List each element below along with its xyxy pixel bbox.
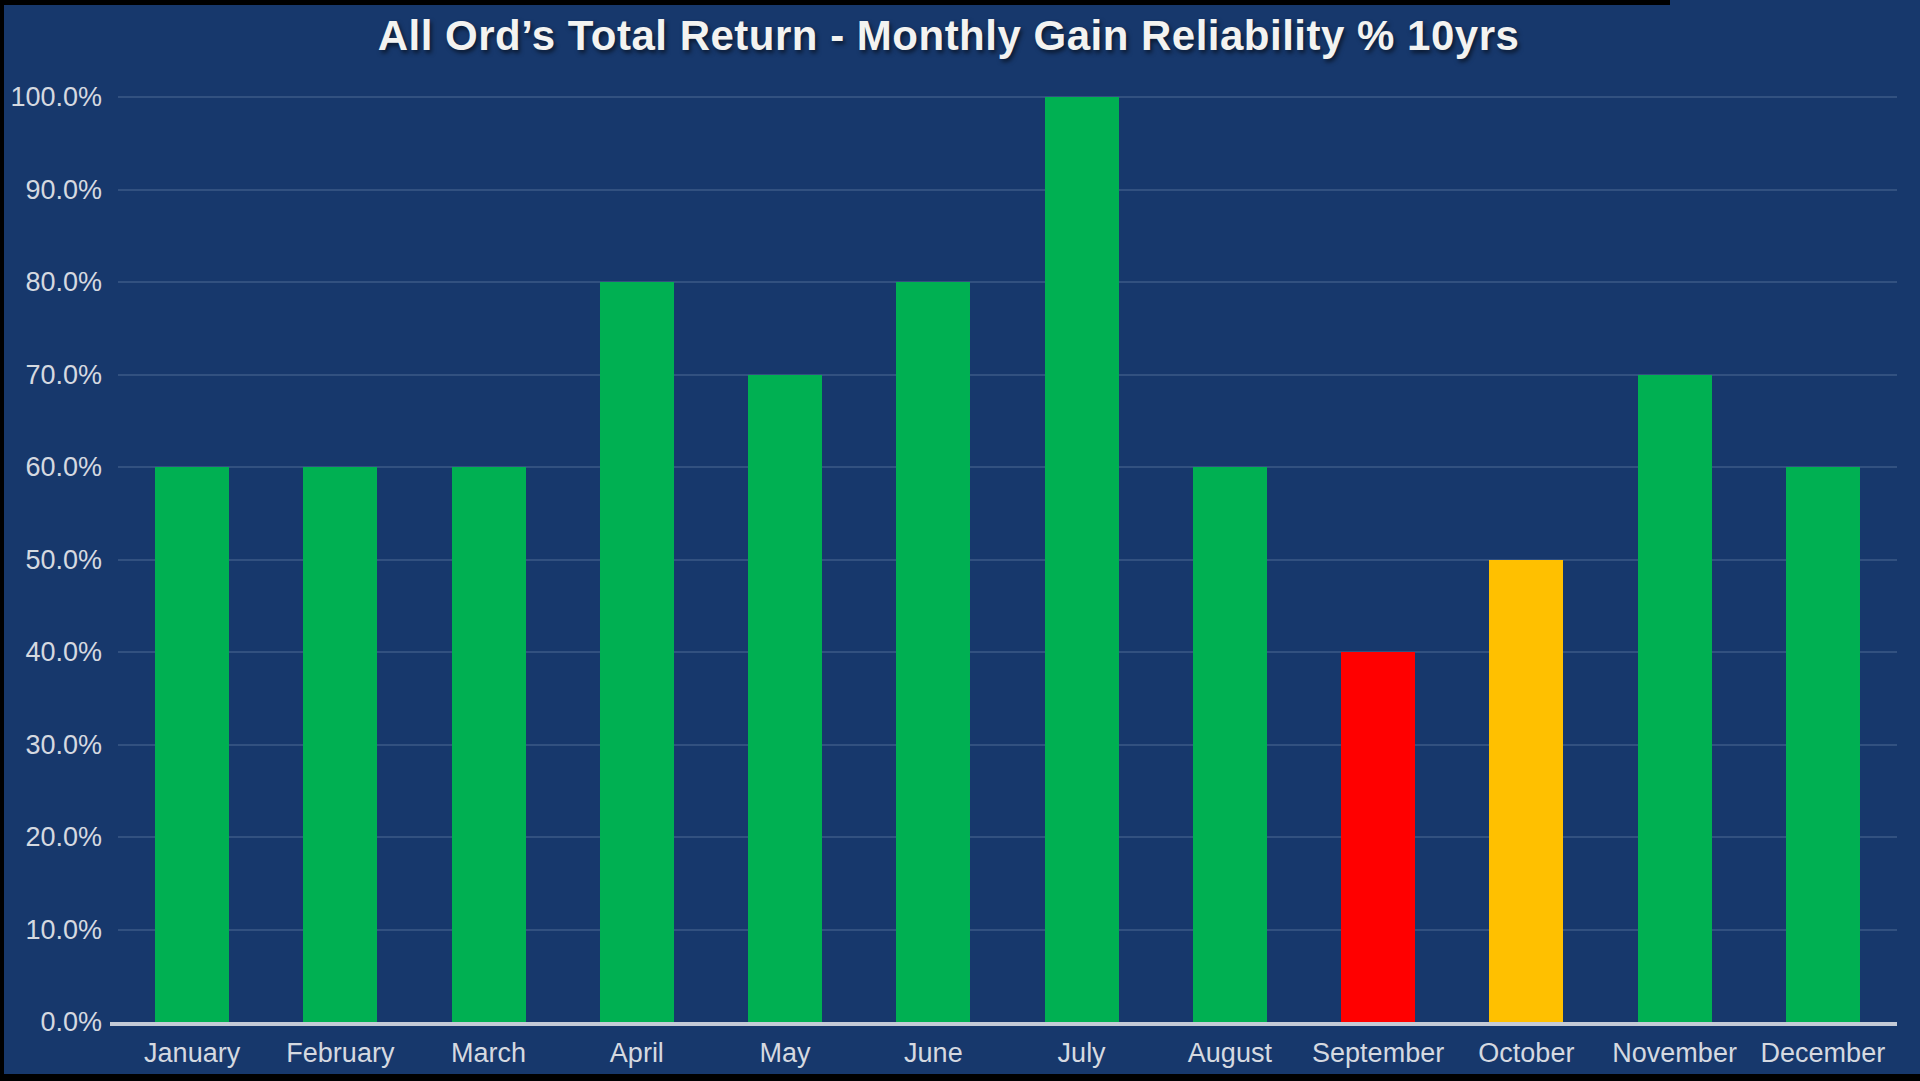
y-axis-tick-label: 90.0% xyxy=(0,174,102,206)
bar-july xyxy=(1045,97,1119,1022)
gridline xyxy=(118,374,1897,376)
x-axis-label: September xyxy=(1304,1036,1452,1070)
gridline xyxy=(118,929,1897,931)
bar-february xyxy=(303,467,377,1022)
y-axis-tick-label: 60.0% xyxy=(0,451,102,483)
bar-december xyxy=(1786,467,1860,1022)
x-axis-label: July xyxy=(1008,1036,1156,1070)
x-axis-label: October xyxy=(1452,1036,1600,1070)
x-axis-line xyxy=(110,1022,1897,1026)
y-axis-tick-label: 100.0% xyxy=(0,81,102,113)
gridline xyxy=(118,559,1897,561)
x-axis-label: March xyxy=(415,1036,563,1070)
bar-june xyxy=(896,282,970,1022)
chart-canvas: All Ord’s Total Return - Monthly Gain Re… xyxy=(0,0,1920,1081)
bar-october xyxy=(1489,560,1563,1023)
y-axis-tick-label: 0.0% xyxy=(0,1006,102,1038)
gridline xyxy=(118,189,1897,191)
gridline xyxy=(118,281,1897,283)
x-axis-label: August xyxy=(1156,1036,1304,1070)
x-axis-label: May xyxy=(711,1036,859,1070)
x-axis-label: June xyxy=(859,1036,1007,1070)
y-axis-tick-label: 70.0% xyxy=(0,359,102,391)
y-axis-tick-label: 10.0% xyxy=(0,914,102,946)
bar-september xyxy=(1341,652,1415,1022)
gridline xyxy=(118,651,1897,653)
bar-april xyxy=(600,282,674,1022)
bar-november xyxy=(1638,375,1712,1023)
window-edge-top xyxy=(0,0,1670,5)
bar-may xyxy=(748,375,822,1023)
bar-march xyxy=(452,467,526,1022)
x-axis-label: December xyxy=(1749,1036,1897,1070)
window-edge-left xyxy=(0,0,4,1081)
x-axis-label: November xyxy=(1601,1036,1749,1070)
y-axis-tick-label: 30.0% xyxy=(0,729,102,761)
gridline xyxy=(118,96,1897,98)
x-axis-label: February xyxy=(266,1036,414,1070)
x-axis-label: January xyxy=(118,1036,266,1070)
y-axis-tick-label: 50.0% xyxy=(0,544,102,576)
gridline xyxy=(118,466,1897,468)
bar-august xyxy=(1193,467,1267,1022)
gridline xyxy=(118,744,1897,746)
y-axis-tick-label: 40.0% xyxy=(0,636,102,668)
y-axis-tick-label: 20.0% xyxy=(0,821,102,853)
window-edge-bottom xyxy=(0,1074,1920,1081)
y-axis-tick-label: 80.0% xyxy=(0,266,102,298)
gridline xyxy=(118,836,1897,838)
bar-january xyxy=(155,467,229,1022)
x-axis-label: April xyxy=(563,1036,711,1070)
plot-area: 0.0% 10.0% 20.0% 30.0% 40.0% 50.0% 60.0% 70.0% 8… xyxy=(0,0,1920,1081)
